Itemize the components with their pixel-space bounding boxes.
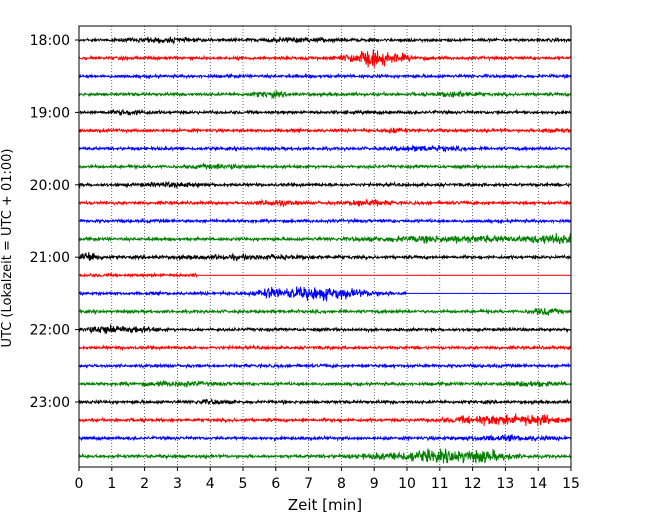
y-tick-label: 23:00 (30, 395, 70, 411)
x-tick-label: 3 (173, 476, 182, 492)
trace-2315 (78, 413, 572, 427)
x-tick-label: 6 (271, 476, 280, 492)
trace-1845 (78, 89, 572, 100)
trace-2030 (78, 217, 572, 225)
x-tick-label: 8 (337, 476, 346, 492)
trace-2215 (78, 343, 572, 352)
trace-1945 (78, 162, 572, 171)
trace-2000 (78, 180, 572, 190)
trace-2130 (78, 286, 572, 302)
x-tick-label: 14 (529, 476, 547, 492)
x-tick-label: 9 (370, 476, 379, 492)
trace-1930 (78, 144, 572, 153)
x-tick-label: 7 (304, 476, 313, 492)
trace-2345 (78, 448, 572, 464)
x-tick-label: 4 (206, 476, 215, 492)
trace-2300 (78, 398, 572, 406)
y-tick-label: 21:00 (30, 250, 70, 266)
y-axis-ticks: 18:00 19:00 20:00 21:00 22:00 23:00 (30, 33, 79, 411)
y-axis-label: UTC (Lokalzeit = UTC + 01:00) (0, 149, 15, 348)
trace-2245 (78, 379, 572, 388)
x-tick-label: 10 (398, 476, 416, 492)
y-tick-label: 20:00 (30, 178, 70, 194)
trace-2115 (78, 271, 572, 279)
trace-2100 (78, 252, 572, 262)
x-tick-label: 5 (239, 476, 248, 492)
x-tick-label: 12 (464, 476, 482, 492)
grid-lines (111, 26, 539, 467)
trace-2145 (78, 307, 572, 316)
trace-2045 (78, 232, 572, 245)
y-tick-label: 19:00 (30, 105, 70, 121)
trace-1815 (78, 49, 572, 68)
trace-1800 (78, 36, 572, 46)
x-tick-label: 2 (140, 476, 149, 492)
x-tick-label: 15 (562, 476, 580, 492)
trace-1915 (78, 126, 572, 135)
trace-1830 (78, 72, 572, 80)
x-tick-label: 11 (431, 476, 449, 492)
y-tick-label: 18:00 (30, 33, 70, 49)
x-tick-label: 13 (496, 476, 514, 492)
trace-2200 (78, 324, 572, 335)
trace-layer (78, 36, 572, 464)
trace-1900 (78, 108, 572, 117)
trace-2330 (78, 434, 572, 443)
trace-2230 (78, 362, 572, 370)
plot-frame (78, 25, 572, 468)
x-axis-label: Zeit [min] (288, 496, 362, 514)
y-tick-label: 22:00 (30, 323, 70, 339)
x-axis-ticks: 0 1 2 3 4 5 6 7 8 9 10 11 12 13 14 15 (75, 467, 580, 492)
trace-2015 (78, 198, 572, 207)
x-tick-label: 0 (75, 476, 84, 492)
x-tick-label: 1 (107, 476, 116, 492)
